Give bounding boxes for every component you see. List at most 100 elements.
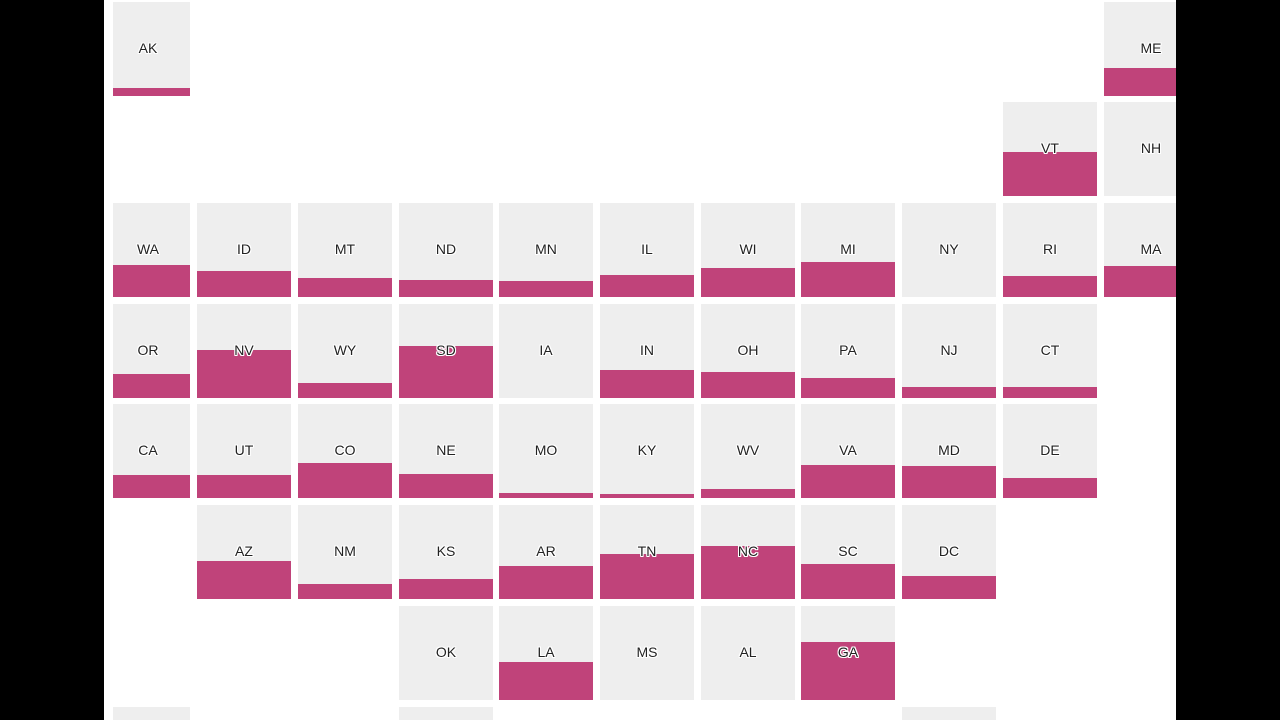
value-bar xyxy=(902,387,996,398)
state-tile-id[interactable]: ID xyxy=(197,203,291,297)
value-bar xyxy=(197,475,291,498)
value-bar xyxy=(197,350,291,398)
state-tile-mi[interactable]: MI xyxy=(801,203,895,297)
state-label: IL xyxy=(641,241,653,257)
value-bar xyxy=(1003,387,1097,398)
value-bar xyxy=(113,475,190,498)
state-label: OH xyxy=(737,342,759,358)
value-bar xyxy=(298,463,392,498)
state-tile-sd[interactable]: SD xyxy=(399,304,493,398)
value-bar xyxy=(801,262,895,297)
state-tile-nj[interactable]: NJ xyxy=(902,304,996,398)
state-tile-or[interactable]: OR xyxy=(113,304,190,398)
state-label: ME xyxy=(1140,40,1162,56)
state-tile-grid-map: AK ME VT NH WA ID MT ND MN IL WI MI NY RI MA OR NV WY SD IA… xyxy=(104,0,1176,720)
state-tile-mo[interactable]: MO xyxy=(499,404,593,498)
state-tile-sc[interactable]: SC xyxy=(801,505,895,599)
state-tile-me[interactable]: ME xyxy=(1104,2,1176,96)
state-tile-il[interactable]: IL xyxy=(600,203,694,297)
state-tile-wa[interactable]: WA xyxy=(113,203,190,297)
state-label: AK xyxy=(138,40,158,56)
value-bar xyxy=(902,466,996,498)
state-label: IN xyxy=(640,342,654,358)
value-bar xyxy=(113,374,190,398)
state-tile-wi[interactable]: WI xyxy=(701,203,795,297)
partial-state-tile xyxy=(399,707,493,720)
state-label: NV xyxy=(234,342,254,358)
state-tile-nv[interactable]: NV xyxy=(197,304,291,398)
state-tile-ne[interactable]: NE xyxy=(399,404,493,498)
value-bar xyxy=(801,465,895,498)
value-bar xyxy=(701,546,795,599)
state-tile-ut[interactable]: UT xyxy=(197,404,291,498)
state-tile-nd[interactable]: ND xyxy=(399,203,493,297)
state-label: SD xyxy=(436,342,456,358)
state-label: IA xyxy=(539,342,553,358)
value-bar xyxy=(399,346,493,398)
state-tile-dc[interactable]: DC xyxy=(902,505,996,599)
state-tile-ar[interactable]: AR xyxy=(499,505,593,599)
value-bar xyxy=(1104,266,1176,297)
state-tile-ri[interactable]: RI xyxy=(1003,203,1097,297)
value-bar xyxy=(197,561,291,599)
state-label: WV xyxy=(736,442,760,458)
value-bar xyxy=(902,576,996,599)
state-tile-ma[interactable]: MA xyxy=(1104,203,1176,297)
state-label: CO xyxy=(334,442,356,458)
value-bar xyxy=(801,642,895,700)
state-tile-ky[interactable]: KY xyxy=(600,404,694,498)
partial-state-tile xyxy=(113,707,190,720)
state-tile-al[interactable]: AL xyxy=(701,606,795,700)
state-tile-ia[interactable]: IA xyxy=(499,304,593,398)
state-tile-ca[interactable]: CA xyxy=(113,404,190,498)
state-tile-la[interactable]: LA xyxy=(499,606,593,700)
state-tile-nc[interactable]: NC xyxy=(701,505,795,599)
state-tile-tn[interactable]: TN xyxy=(600,505,694,599)
state-label: WI xyxy=(739,241,757,257)
state-tile-ny[interactable]: NY xyxy=(902,203,996,297)
state-tile-ms[interactable]: MS xyxy=(600,606,694,700)
state-label: LA xyxy=(537,644,555,660)
state-label: MS xyxy=(636,644,658,660)
state-tile-in[interactable]: IN xyxy=(600,304,694,398)
state-label: NH xyxy=(1140,140,1162,156)
state-tile-nh[interactable]: NH xyxy=(1104,102,1176,196)
state-tile-ga[interactable]: GA xyxy=(801,606,895,700)
state-label: NM xyxy=(334,543,356,559)
value-bar xyxy=(1003,276,1097,297)
value-bar xyxy=(1003,478,1097,498)
state-tile-de[interactable]: DE xyxy=(1003,404,1097,498)
state-tile-wy[interactable]: WY xyxy=(298,304,392,398)
state-tile-mn[interactable]: MN xyxy=(499,203,593,297)
state-tile-pa[interactable]: PA xyxy=(801,304,895,398)
state-tile-nm[interactable]: NM xyxy=(298,505,392,599)
state-tile-az[interactable]: AZ xyxy=(197,505,291,599)
value-bar xyxy=(701,372,795,398)
state-label: MD xyxy=(938,442,960,458)
value-bar xyxy=(499,566,593,599)
value-bar xyxy=(499,281,593,297)
state-tile-ct[interactable]: CT xyxy=(1003,304,1097,398)
value-bar xyxy=(801,564,895,599)
state-tile-mt[interactable]: MT xyxy=(298,203,392,297)
state-tile-ks[interactable]: KS xyxy=(399,505,493,599)
state-label: NE xyxy=(436,442,456,458)
state-label: MN xyxy=(535,241,557,257)
state-tile-md[interactable]: MD xyxy=(902,404,996,498)
partial-state-tile xyxy=(902,707,996,720)
state-tile-oh[interactable]: OH xyxy=(701,304,795,398)
state-tile-vt[interactable]: VT xyxy=(1003,102,1097,196)
state-label: NC xyxy=(737,543,759,559)
value-bar xyxy=(499,662,593,700)
state-tile-co[interactable]: CO xyxy=(298,404,392,498)
state-tile-ok[interactable]: OK xyxy=(399,606,493,700)
state-tile-ak[interactable]: AK xyxy=(113,2,190,96)
state-label: NY xyxy=(939,241,959,257)
state-label: MO xyxy=(534,442,558,458)
state-label: CA xyxy=(138,442,158,458)
state-tile-va[interactable]: VA xyxy=(801,404,895,498)
value-bar xyxy=(399,280,493,297)
state-tile-wv[interactable]: WV xyxy=(701,404,795,498)
value-bar xyxy=(600,370,694,398)
value-bar xyxy=(701,268,795,297)
